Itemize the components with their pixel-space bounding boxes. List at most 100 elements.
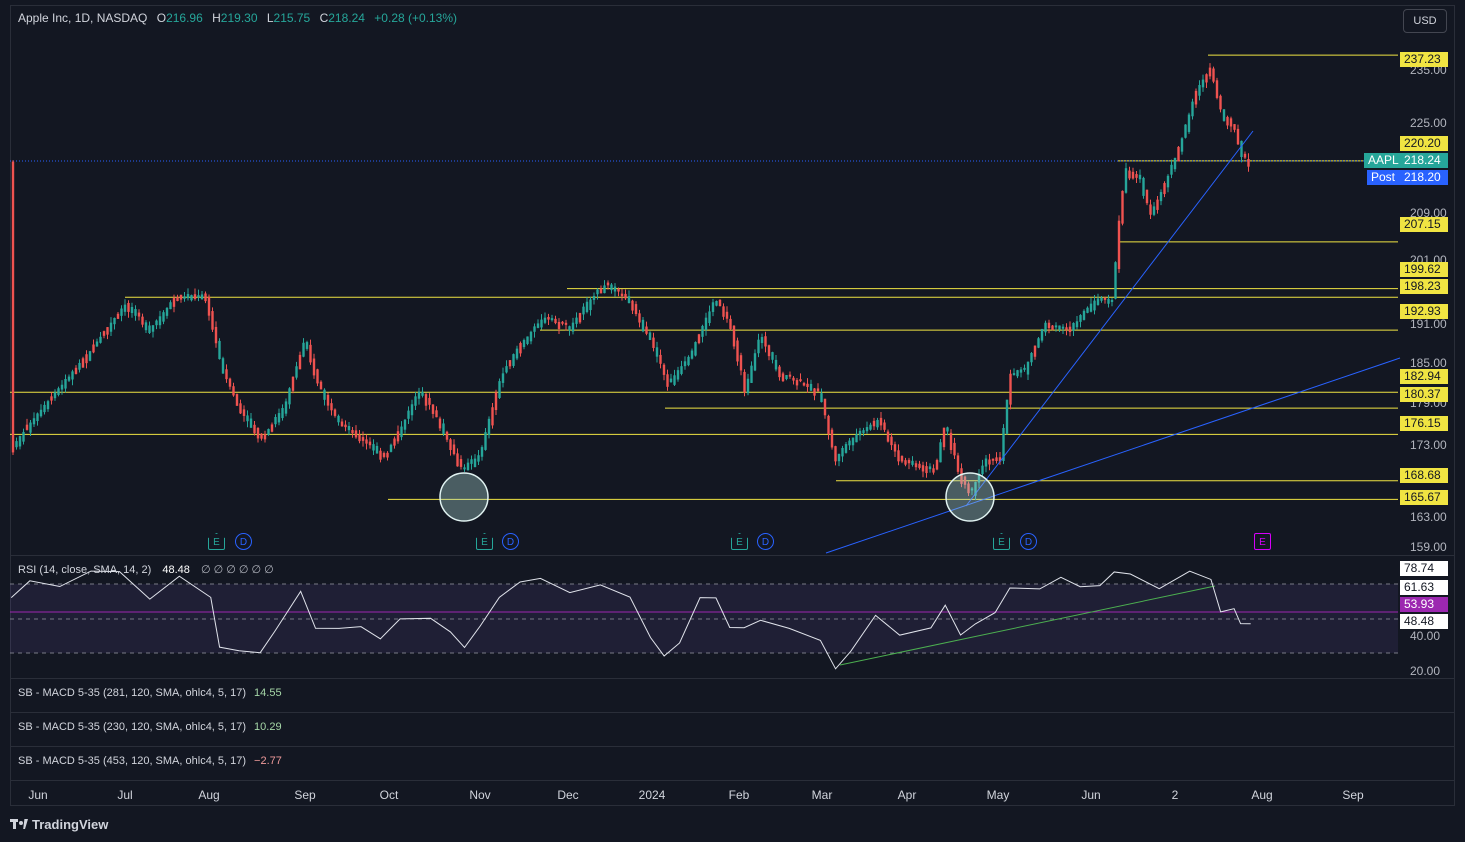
candle-body <box>718 299 722 307</box>
pane-divider[interactable] <box>10 555 1455 556</box>
candle-body <box>417 391 421 399</box>
dividend-event-icon[interactable]: D <box>235 533 252 550</box>
candle-body <box>963 476 967 485</box>
candle-body <box>1019 369 1023 373</box>
candle-body <box>134 309 137 316</box>
dividend-event-icon[interactable]: D <box>1020 533 1037 550</box>
candle-body <box>1047 322 1051 329</box>
candle-body <box>32 418 36 425</box>
close-value: 218.24 <box>328 11 365 25</box>
pane-divider[interactable] <box>10 712 1455 713</box>
candle-body <box>813 388 816 396</box>
candle-body <box>1009 373 1012 405</box>
candle-body <box>183 296 186 299</box>
symbol-title[interactable]: Apple Inc, 1D, NASDAQ <box>18 11 148 25</box>
earnings-upcoming-event-icon[interactable]: E <box>1254 533 1271 550</box>
macd-legend-3[interactable]: SB - MACD 5-35 (453, 120, SMA, ohlc4, 5,… <box>18 755 282 767</box>
time-axis-label: Oct <box>379 788 399 802</box>
price-axis-label: 159.00 <box>1410 540 1447 554</box>
candle-body <box>536 323 540 328</box>
candle-body <box>582 306 585 315</box>
open-value: 216.96 <box>166 11 203 25</box>
dividend-event-icon[interactable]: D <box>757 533 774 550</box>
candle-body <box>1096 298 1100 305</box>
candle-body <box>1033 345 1037 357</box>
candle-body <box>249 418 253 428</box>
earnings-event-icon[interactable]: E <box>993 533 1010 550</box>
candle-body <box>641 319 645 332</box>
candle-body <box>130 307 134 314</box>
candle-body <box>1233 124 1236 130</box>
pane-divider[interactable] <box>10 678 1455 679</box>
candle-body <box>631 300 634 311</box>
candle-body <box>526 336 529 344</box>
candle-body <box>102 331 106 336</box>
candle-body <box>1110 299 1114 302</box>
symbol-tag-price: 218.24 <box>1400 153 1448 168</box>
candle-body <box>1040 328 1044 341</box>
time-axis-divider <box>10 780 1455 781</box>
candle-body <box>368 441 372 446</box>
currency-button[interactable]: USD <box>1403 9 1447 33</box>
candle-body <box>225 369 228 380</box>
level-price-tag: 180.37 <box>1400 387 1448 402</box>
time-axis-label: Dec <box>557 788 579 802</box>
candle-body <box>823 398 827 416</box>
candle-body <box>554 318 557 324</box>
candle-body <box>95 341 99 347</box>
candle-body <box>197 295 200 298</box>
chart-frame[interactable] <box>10 5 1455 806</box>
macd-value: 14.55 <box>254 687 282 699</box>
dividend-event-icon[interactable]: D <box>502 533 519 550</box>
candle-body <box>347 426 351 431</box>
tradingview-logo[interactable]: TradingView <box>10 817 108 832</box>
candle-body <box>305 342 309 349</box>
rsi-legend[interactable]: RSI (14, close, SMA, 14, 2) 48.48 ∅ ∅ ∅ … <box>18 563 274 576</box>
candle-body <box>1026 361 1030 375</box>
post-tag-name: Post <box>1367 170 1400 185</box>
candle-body <box>1005 399 1009 434</box>
candle-body <box>778 366 781 378</box>
candle-body <box>109 322 113 332</box>
candle-body <box>921 465 925 472</box>
time-axis-label: Apr <box>897 788 917 802</box>
candle-body <box>1149 204 1152 215</box>
candle-body <box>71 371 74 380</box>
pane-divider[interactable] <box>10 746 1455 747</box>
macd-label: SB - MACD 5-35 (453, 120, SMA, ohlc4, 5,… <box>18 755 247 767</box>
candle-body <box>1243 153 1247 158</box>
candle-body <box>424 394 428 406</box>
candle-body <box>172 297 176 307</box>
earnings-event-icon[interactable]: E <box>476 533 493 550</box>
candle-body <box>501 373 505 383</box>
candle-body <box>1212 68 1215 82</box>
candle-body <box>116 313 120 319</box>
earnings-event-icon[interactable]: E <box>208 533 225 550</box>
level-price-tag: 237.23 <box>1400 52 1448 67</box>
rsi-band <box>10 584 1398 653</box>
candle-body <box>669 378 673 383</box>
candle-body <box>1201 79 1205 88</box>
symbol-header: Apple Inc, 1D, NASDAQ O216.96 H219.30 L2… <box>18 11 457 25</box>
tradingview-logo-icon <box>10 819 28 829</box>
earnings-event-icon[interactable]: E <box>731 533 748 550</box>
candle-body <box>1194 90 1198 105</box>
macd-legend-2[interactable]: SB - MACD 5-35 (230, 120, SMA, ohlc4, 5,… <box>18 721 282 733</box>
candle-body <box>519 342 522 354</box>
candle-body <box>589 299 592 311</box>
candle-body <box>309 344 312 363</box>
candle-body <box>1054 325 1058 328</box>
candle-body <box>855 434 858 443</box>
time-axis-label: Jul <box>117 788 133 802</box>
candle-body <box>477 455 480 462</box>
candle-body <box>144 322 148 331</box>
macd-legend-1[interactable]: SB - MACD 5-35 (281, 120, SMA, ohlc4, 5,… <box>18 687 282 699</box>
candle-body <box>701 325 704 337</box>
candle-body <box>179 294 183 300</box>
candle-body <box>193 294 197 299</box>
rsi-line <box>10 570 1251 670</box>
price-axis-label: 163.00 <box>1410 510 1447 524</box>
candle-body <box>1198 85 1201 96</box>
time-axis-label: Feb <box>728 788 750 802</box>
